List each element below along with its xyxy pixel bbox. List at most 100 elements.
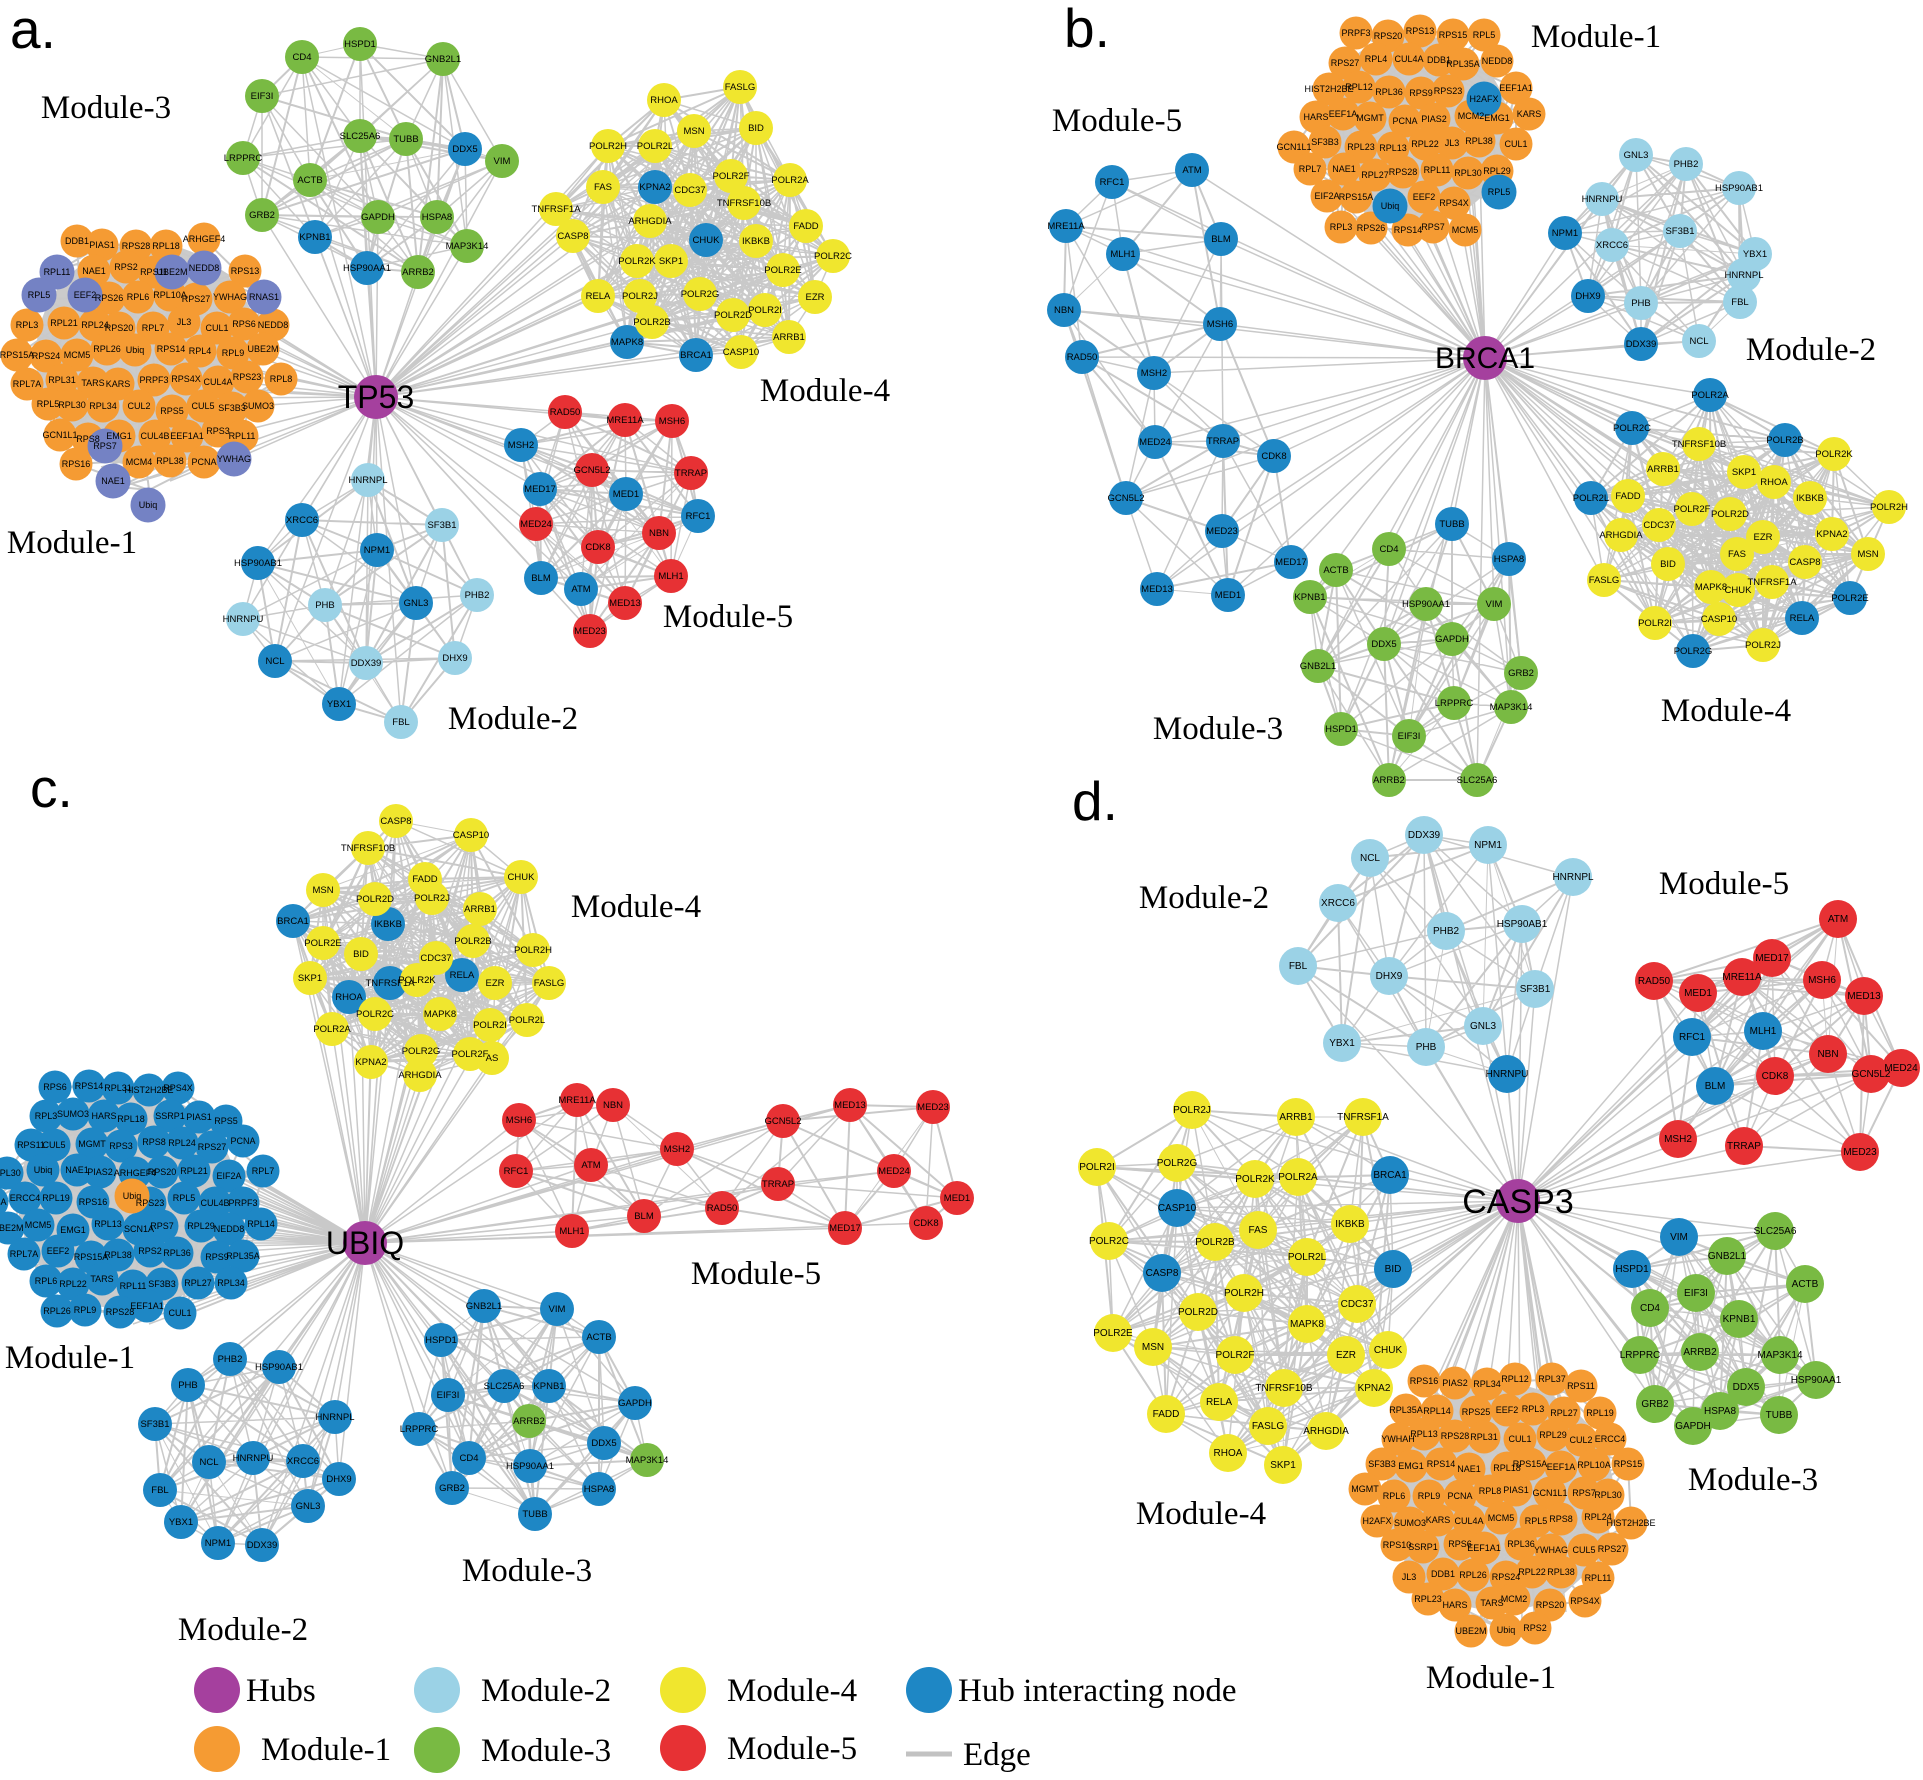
svg-text:RPL30: RPL30: [1594, 1490, 1622, 1500]
svg-text:RPL22: RPL22: [1411, 139, 1439, 149]
svg-text:NAE1: NAE1: [82, 266, 106, 276]
svg-text:Module-3: Module-3: [481, 1733, 611, 1769]
svg-text:KPNB1: KPNB1: [299, 232, 330, 243]
svg-text:RPL34: RPL34: [89, 401, 117, 411]
svg-text:NPM1: NPM1: [1552, 228, 1578, 239]
svg-text:POLR2F: POLR2F: [452, 1049, 489, 1060]
svg-text:RPL21: RPL21: [180, 1166, 208, 1176]
svg-text:EZR: EZR: [806, 292, 825, 303]
svg-text:MLH1: MLH1: [1110, 249, 1135, 260]
svg-text:RPS6: RPS6: [43, 1082, 67, 1092]
svg-text:MED17: MED17: [1275, 557, 1307, 568]
svg-text:YWHAG: YWHAG: [1534, 1545, 1568, 1555]
svg-text:RPS15A: RPS15A: [1339, 192, 1374, 202]
svg-text:JL3: JL3: [1402, 1572, 1417, 1582]
svg-text:POLR2K: POLR2K: [398, 975, 436, 986]
svg-text:RPS28: RPS28: [122, 241, 151, 251]
svg-text:CD4: CD4: [1379, 544, 1398, 555]
svg-text:TARS: TARS: [90, 1274, 113, 1284]
svg-text:MSH6: MSH6: [1207, 319, 1233, 330]
svg-text:KPNA2: KPNA2: [1816, 529, 1847, 540]
svg-text:RFC1: RFC1: [504, 1166, 529, 1177]
svg-text:GCN1L1: GCN1L1: [42, 430, 77, 440]
svg-text:DDX5: DDX5: [591, 1438, 616, 1449]
svg-text:CUL4A: CUL4A: [203, 377, 232, 387]
svg-text:POLR2B: POLR2B: [1195, 1237, 1235, 1248]
svg-text:MED23: MED23: [574, 626, 606, 637]
svg-text:KARS: KARS: [1517, 109, 1542, 119]
svg-text:RPL26: RPL26: [43, 1306, 71, 1316]
svg-text:Module-4: Module-4: [727, 1673, 857, 1709]
svg-text:RPS16: RPS16: [62, 459, 91, 469]
svg-text:Ubiq: Ubiq: [123, 1191, 142, 1201]
svg-text:POLR2J: POLR2J: [414, 893, 450, 904]
svg-text:PHB: PHB: [1631, 298, 1651, 309]
svg-text:RPL8: RPL8: [1479, 1486, 1502, 1496]
svg-text:POLR2L: POLR2L: [1288, 1252, 1327, 1263]
svg-text:HIST2H2BE: HIST2H2BE: [124, 1085, 173, 1095]
svg-text:POLR2C: POLR2C: [1613, 423, 1651, 434]
svg-text:GCN5L2: GCN5L2: [765, 1116, 802, 1127]
svg-text:RPS7: RPS7: [150, 1221, 174, 1231]
svg-text:RPL34: RPL34: [1473, 1379, 1501, 1389]
svg-text:LRPPRC: LRPPRC: [1435, 698, 1474, 709]
svg-text:RPL7A: RPL7A: [10, 1249, 39, 1259]
svg-text:RPL27: RPL27: [184, 1278, 212, 1288]
svg-text:FASLG: FASLG: [1589, 575, 1620, 586]
svg-text:CDC37: CDC37: [420, 953, 451, 964]
svg-text:HSP90AA1: HSP90AA1: [343, 263, 391, 274]
svg-text:MRE11A: MRE11A: [558, 1095, 596, 1106]
svg-text:RPL31: RPL31: [104, 1083, 132, 1093]
svg-text:RPL36: RPL36: [163, 1248, 191, 1258]
svg-text:RHOA: RHOA: [1760, 477, 1788, 488]
svg-text:RPS11: RPS11: [17, 1140, 45, 1150]
svg-text:BRCA1: BRCA1: [1435, 342, 1535, 375]
svg-text:GCN5L2: GCN5L2: [574, 465, 611, 476]
svg-text:POLR2J: POLR2J: [1173, 1105, 1211, 1116]
svg-text:CUL5: CUL5: [42, 1140, 65, 1150]
svg-text:RPS11: RPS11: [140, 267, 168, 277]
svg-text:GAPDH: GAPDH: [1675, 1421, 1711, 1432]
svg-text:ARHGDIA: ARHGDIA: [398, 1070, 442, 1081]
svg-text:RPL4: RPL4: [189, 346, 212, 356]
svg-text:Module-5: Module-5: [663, 599, 793, 635]
svg-text:PCNA: PCNA: [191, 457, 216, 467]
svg-text:LRPPRC: LRPPRC: [224, 153, 263, 164]
svg-text:RPS9: RPS9: [205, 1252, 229, 1262]
svg-text:RPS28: RPS28: [1441, 1431, 1470, 1441]
svg-text:POLR2K: POLR2K: [1235, 1174, 1275, 1185]
svg-text:TRRAP: TRRAP: [762, 1179, 794, 1190]
svg-text:TP53: TP53: [338, 379, 414, 415]
svg-text:CUL4A: CUL4A: [0, 1197, 7, 1207]
svg-text:Edge: Edge: [963, 1737, 1031, 1773]
svg-text:EEF1A: EEF1A: [1547, 1462, 1576, 1472]
svg-text:TNFRSF10B: TNFRSF10B: [1672, 439, 1726, 450]
svg-text:NBN: NBN: [649, 528, 669, 539]
svg-text:NBN: NBN: [1054, 305, 1074, 316]
svg-text:TNFRSF1A: TNFRSF1A: [531, 204, 581, 215]
svg-text:YBX1: YBX1: [1329, 1038, 1355, 1049]
svg-text:DHX9: DHX9: [1376, 971, 1403, 982]
svg-text:RPL5: RPL5: [1525, 1516, 1548, 1526]
svg-text:RPL26: RPL26: [1459, 1570, 1487, 1580]
svg-text:EEF2: EEF2: [74, 290, 97, 300]
svg-text:MED1: MED1: [944, 1193, 970, 1204]
svg-text:RPL36: RPL36: [1375, 87, 1403, 97]
svg-text:RPL12: RPL12: [1501, 1374, 1529, 1384]
svg-text:PHB: PHB: [178, 1380, 198, 1391]
svg-text:RPL36: RPL36: [1507, 1539, 1535, 1549]
svg-text:HSPA8: HSPA8: [1494, 554, 1524, 565]
svg-text:RPL31: RPL31: [1470, 1432, 1498, 1442]
svg-text:RPS7: RPS7: [1572, 1488, 1596, 1498]
svg-text:POLR2G: POLR2G: [681, 289, 720, 300]
svg-text:JL3: JL3: [1445, 138, 1460, 148]
svg-text:RPS4X: RPS4X: [163, 1083, 193, 1093]
svg-text:MCM4: MCM4: [126, 457, 153, 467]
svg-text:RPL38: RPL38: [1547, 1567, 1575, 1577]
svg-text:RPL22: RPL22: [1518, 1567, 1546, 1577]
svg-text:Ubiq: Ubiq: [139, 500, 158, 510]
svg-text:PHB2: PHB2: [1433, 926, 1460, 937]
svg-text:RPL10A: RPL10A: [153, 290, 187, 300]
svg-text:PHB: PHB: [1416, 1042, 1437, 1053]
svg-text:HNRNPL: HNRNPL: [348, 475, 387, 486]
